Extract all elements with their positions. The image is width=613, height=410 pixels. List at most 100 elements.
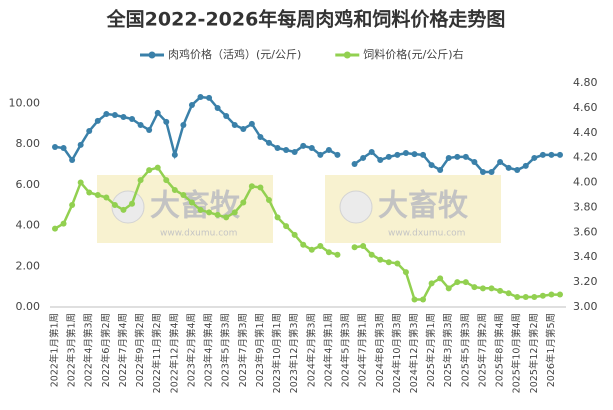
point — [231, 209, 238, 216]
y2-tick-label: 3.20 — [573, 275, 598, 288]
point — [103, 194, 110, 201]
x-tick-label: 2025年5月第3周 — [459, 313, 471, 387]
point — [368, 149, 375, 156]
y2-tick-label: 4.40 — [573, 126, 598, 139]
x-tick-label: 2023年5月第3周 — [220, 313, 232, 387]
x-tick-label: 2025年2月第1周 — [425, 313, 437, 387]
point — [402, 150, 409, 157]
y2-tick-label: 4.80 — [573, 76, 598, 89]
point — [522, 294, 529, 301]
point — [120, 114, 127, 121]
point — [488, 285, 495, 292]
y-tick-label: 8.00 — [16, 137, 41, 150]
point — [188, 101, 195, 108]
watermark-text: 大畜牧 — [378, 189, 469, 224]
point — [77, 141, 84, 148]
point — [428, 280, 435, 287]
point — [283, 146, 290, 153]
point — [103, 110, 110, 117]
point — [300, 142, 307, 149]
point — [223, 214, 230, 221]
point — [360, 243, 367, 250]
point — [60, 144, 67, 151]
point — [368, 251, 375, 258]
point — [497, 159, 504, 166]
point — [505, 290, 512, 297]
point — [385, 153, 392, 160]
x-tick-label: 2024年12月第3周 — [408, 313, 420, 393]
point — [180, 121, 187, 128]
watermark-logo — [339, 190, 373, 224]
y2-tick-label: 3.40 — [573, 250, 598, 263]
x-tick-label: 2023年7月第3周 — [237, 313, 249, 387]
point — [86, 189, 93, 196]
point — [548, 291, 555, 298]
point — [214, 105, 221, 112]
point — [488, 168, 495, 175]
point — [231, 121, 238, 128]
x-tick-label: 2024年5月第3周 — [340, 313, 352, 387]
y2-tick-label: 3.00 — [573, 300, 598, 313]
point — [428, 162, 435, 169]
point — [197, 94, 204, 101]
watermark: 大畜牧 www.dxumu.com 大畜牧 www.dxumu.com — [97, 175, 501, 243]
y-tick-label: 2.00 — [16, 259, 41, 272]
point — [137, 177, 144, 184]
point — [291, 231, 298, 238]
point — [69, 156, 76, 163]
point — [539, 151, 546, 158]
point — [411, 296, 418, 303]
point — [206, 209, 213, 216]
point — [377, 256, 384, 263]
x-tick-label: 2024年4月第1周 — [322, 313, 334, 387]
point — [120, 206, 127, 213]
y-tick-label: 0.00 — [16, 300, 41, 313]
point — [111, 201, 118, 208]
point — [60, 220, 67, 227]
y-tick-label: 4.00 — [16, 219, 41, 232]
point — [163, 177, 170, 184]
y2-tick-label: 3.60 — [573, 225, 598, 238]
x-tick-label: 2022年4月第3周 — [83, 313, 95, 387]
point — [394, 260, 401, 267]
x-tick-label: 2022年11月第2周 — [151, 313, 163, 393]
point — [52, 225, 58, 232]
y2-tick-label: 3.80 — [573, 200, 598, 213]
point — [377, 156, 384, 163]
watermark-url: www.dxumu.com — [160, 229, 237, 239]
legend-label: 肉鸡价格（活鸡）(元/公斤) — [168, 47, 301, 61]
x-tick-label: 2022年12月第4周 — [168, 313, 180, 393]
point — [317, 243, 324, 250]
point — [445, 285, 452, 292]
x-tick-label: 2024年7月第1周 — [357, 313, 369, 387]
point — [557, 151, 563, 158]
point — [471, 284, 478, 291]
x-tick-label: 2023年4月第4周 — [203, 313, 215, 387]
x-tick-label: 2023年2月第4周 — [185, 313, 197, 387]
point — [479, 168, 486, 175]
point — [351, 161, 358, 168]
point — [274, 144, 281, 151]
point — [274, 214, 281, 221]
point — [154, 109, 161, 116]
point — [317, 151, 324, 158]
y2-tick-label: 4.00 — [573, 176, 598, 189]
point — [420, 296, 427, 303]
point — [411, 151, 418, 158]
point — [171, 187, 178, 194]
point — [248, 120, 255, 127]
point — [265, 196, 272, 203]
y-tick-label: 10.00 — [9, 96, 41, 109]
x-tick-label: 2024年10月第3周 — [391, 313, 403, 393]
point — [557, 291, 563, 298]
x-tick-label: 2025年10月第4周 — [511, 313, 523, 393]
point — [300, 241, 307, 248]
point — [283, 223, 290, 230]
point — [514, 294, 521, 301]
x-tick-label: 2026年1月第5周 — [545, 313, 557, 387]
point — [223, 112, 230, 119]
point — [522, 162, 529, 169]
point — [325, 249, 332, 256]
point — [265, 139, 272, 146]
point — [240, 126, 247, 133]
